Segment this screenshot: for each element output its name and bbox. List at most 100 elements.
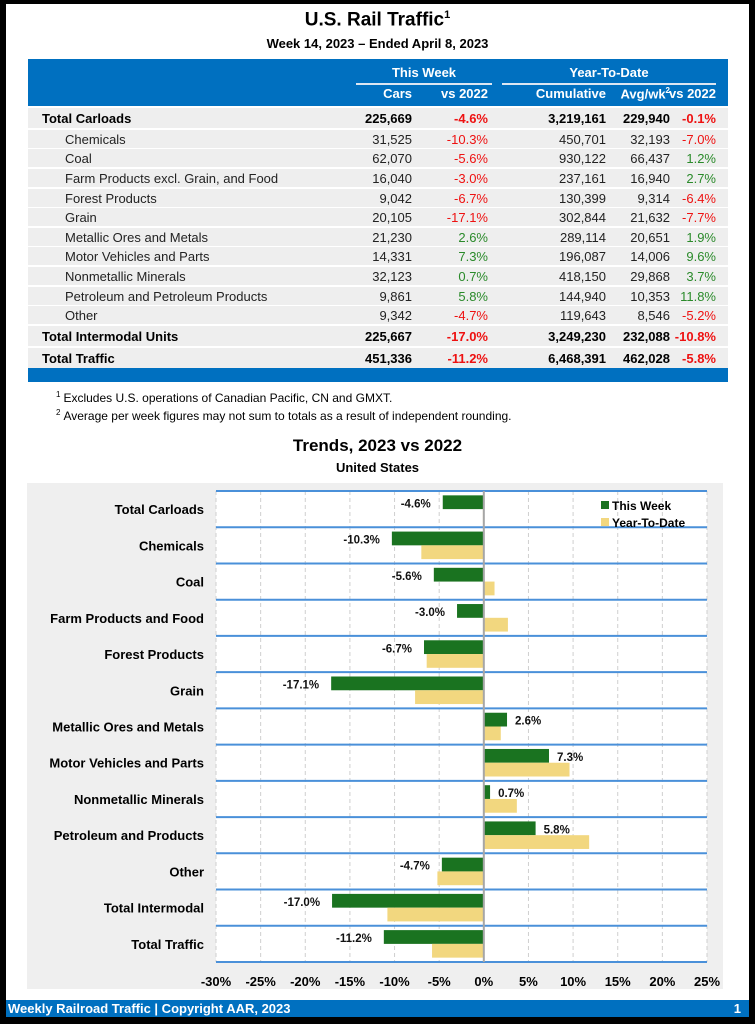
row-label: Petroleum and Petroleum Products <box>65 288 268 304</box>
data-label: 0.7% <box>498 788 524 800</box>
col-header-cumulative: Cumulative <box>535 86 606 101</box>
table-bottom-bar <box>28 368 728 382</box>
bar-ytd <box>432 943 484 958</box>
cell-tw-vs: -5.6% <box>454 151 488 167</box>
bar-this-week <box>483 821 536 836</box>
cell-avgwk: 16,940 <box>630 170 670 186</box>
bar-ytd <box>421 545 484 560</box>
category-label: Petroleum and Products <box>54 828 204 843</box>
category-label: Other <box>169 864 204 879</box>
bar-ytd <box>483 835 590 849</box>
bar-this-week <box>483 712 508 727</box>
category-label: Nonmetallic Minerals <box>74 792 204 807</box>
data-label: -5.6% <box>392 571 422 583</box>
category-label: Total Carloads <box>115 502 204 517</box>
chart-title: Trends, 2023 vs 2022 <box>292 436 463 455</box>
cell-tw-vs: -4.6% <box>454 111 488 126</box>
col-header-ytd-vs: vs 2022 <box>669 86 716 101</box>
cell-cumulative: 144,940 <box>559 288 606 304</box>
table-row: Total Carloads 225,669 -4.6% 3,219,161 229,9… <box>28 108 728 128</box>
table-row: Grain 20,105 -17.1% 302,844 21,632 -7.7% <box>28 208 728 227</box>
data-label: 7.3% <box>557 752 583 764</box>
table-row: Other 9,342 -4.7% 119,643 8,546 -5.2% <box>28 306 728 325</box>
cell-cumulative: 418,150 <box>559 268 606 284</box>
x-tick-label: 15% <box>605 974 631 989</box>
cell-cars: 225,667 <box>365 328 412 344</box>
category-label: Forest Products <box>104 647 204 662</box>
bar-ytd <box>387 907 484 922</box>
data-label: -10.3% <box>343 535 379 547</box>
cell-ytd-vs: -5.2% <box>682 308 716 324</box>
table-row: Coal 62,070 -5.6% 930,122 66,437 1.2% <box>28 149 728 168</box>
bar-ytd <box>483 581 495 596</box>
cell-avgwk: 462,028 <box>623 350 670 366</box>
data-label: 2.6% <box>515 716 541 728</box>
table-row: Total Intermodal Units 225,667 -17.0% 3,249… <box>28 325 728 346</box>
cell-tw-vs: 2.6% <box>458 229 488 245</box>
bar-ytd <box>437 871 484 886</box>
bar-this-week <box>483 785 491 799</box>
footnote-marker: 1 <box>444 9 451 21</box>
cell-cars: 9,042 <box>379 190 412 206</box>
category-label: Farm Products and Food <box>50 611 204 626</box>
bar-ytd <box>415 690 484 705</box>
row-label: Total Traffic <box>42 350 115 366</box>
cell-avgwk: 8,546 <box>637 308 670 324</box>
cell-avgwk: 20,651 <box>630 229 670 245</box>
cell-tw-vs: 5.8% <box>458 288 488 304</box>
table-row: Forest Products 9,042 -6.7% 130,399 9,314 -6.… <box>28 188 728 207</box>
row-label: Metallic Ores and Metals <box>65 229 209 245</box>
chart-subtitle: United States <box>335 460 420 475</box>
footnote-2: 2 Average per week figures may not sum to… <box>56 408 512 423</box>
bar-this-week <box>331 676 484 691</box>
bar-this-week <box>483 748 549 763</box>
category-label: Metallic Ores and Metals <box>52 720 204 735</box>
cell-cumulative: 450,701 <box>559 131 606 147</box>
category-label: Coal <box>176 575 204 590</box>
cell-cars: 16,040 <box>372 170 412 186</box>
cell-cumulative: 130,399 <box>559 190 606 206</box>
bar-ytd <box>426 654 484 668</box>
cell-tw-vs: -10.3% <box>446 131 488 147</box>
x-tick-label: 5% <box>519 974 538 989</box>
table-row: Chemicals 31,525 -10.3% 450,701 32,193 -7.0% <box>28 129 728 148</box>
cell-ytd-vs: -0.1% <box>682 111 716 126</box>
table-header: This Week Year-To-Date Cars vs 2022 Cumu… <box>28 59 728 106</box>
cell-tw-vs: -17.0% <box>446 328 488 344</box>
row-label: Grain <box>65 210 97 226</box>
cell-tw-vs: -4.7% <box>454 308 488 324</box>
cell-ytd-vs: -10.8% <box>674 328 716 344</box>
data-label: 5.8% <box>544 824 570 836</box>
row-label: Motor Vehicles and Parts <box>65 249 210 265</box>
data-label: -4.7% <box>400 861 430 873</box>
cell-ytd-vs: 9.6% <box>686 249 716 265</box>
cell-cars: 9,342 <box>379 308 412 324</box>
cell-cars: 32,123 <box>372 268 412 284</box>
cell-cumulative: 196,087 <box>559 249 606 265</box>
cell-avgwk: 9,314 <box>637 190 670 206</box>
bar-this-week <box>424 640 484 655</box>
legend-label-this-week: This Week <box>612 499 671 513</box>
bar-ytd <box>483 798 517 813</box>
cell-cars: 14,331 <box>372 249 412 265</box>
category-label: Grain <box>170 683 204 698</box>
row-label: Coal <box>65 151 92 167</box>
cell-avgwk: 229,940 <box>623 111 670 126</box>
cell-ytd-vs: 2.7% <box>686 170 716 186</box>
group-header-this-week: This Week <box>356 65 492 85</box>
chart-panel: Total Carloads -4.6% Chemicals -10.3% Coal -5… <box>27 483 723 989</box>
cell-cars: 62,070 <box>372 151 412 167</box>
row-label: Farm Products excl. Grain, and Food <box>65 170 279 186</box>
cell-avgwk: 14,006 <box>630 249 670 265</box>
row-label: Other <box>65 308 98 324</box>
cell-cumulative: 119,643 <box>559 308 606 324</box>
x-tick-label: -15% <box>335 974 366 989</box>
cell-cumulative: 237,161 <box>559 170 606 186</box>
page-number: 1 <box>733 1001 741 1016</box>
trends-bar-chart: Total Carloads -4.6% Chemicals -10.3% Coal -5… <box>49 490 720 989</box>
x-tick-label: -20% <box>290 974 321 989</box>
cell-cumulative: 289,114 <box>559 229 606 245</box>
page-title: U.S. Rail Traffic1 <box>304 9 451 31</box>
cell-ytd-vs: 3.7% <box>686 268 716 284</box>
x-tick-label: -10% <box>379 974 410 989</box>
